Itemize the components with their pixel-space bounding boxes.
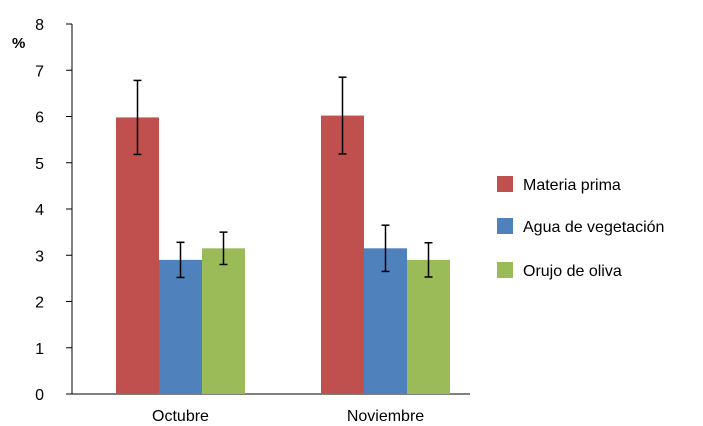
y-tick-label: 5 bbox=[35, 156, 44, 173]
category-label: Octubre bbox=[152, 408, 209, 425]
y-tick-label: 6 bbox=[35, 110, 44, 127]
y-tick-label: 8 bbox=[35, 17, 44, 34]
y-tick-label: 3 bbox=[35, 248, 44, 265]
legend-entry: Materia prima bbox=[523, 177, 621, 194]
legend-swatch bbox=[497, 176, 513, 192]
bar bbox=[364, 248, 407, 394]
y-tick-label: 1 bbox=[35, 341, 44, 358]
category-label: Noviembre bbox=[347, 408, 424, 425]
y-tick-label: 2 bbox=[35, 295, 44, 312]
y-ticks: 0 1 2 3 4 5 6 7 8 bbox=[35, 17, 72, 404]
bar bbox=[321, 115, 364, 394]
bar-series bbox=[116, 76, 450, 395]
y-tick-label: 4 bbox=[35, 202, 44, 219]
legend-entry: Orujo de oliva bbox=[523, 263, 622, 280]
bar bbox=[116, 117, 159, 395]
category-labels: Octubre Noviembre bbox=[152, 408, 424, 425]
bar bbox=[159, 259, 202, 394]
legend-swatch bbox=[497, 262, 513, 278]
bar bbox=[202, 248, 245, 394]
y-tick-label: 7 bbox=[35, 63, 44, 80]
y-tick-label: 0 bbox=[35, 387, 44, 404]
legend-swatch bbox=[497, 218, 513, 234]
legend: Materia prima Agua de vegetación Orujo de … bbox=[497, 176, 664, 280]
bar bbox=[407, 259, 450, 394]
y-axis-unit-label: % bbox=[12, 35, 25, 52]
legend-entry: Agua de vegetación bbox=[523, 219, 664, 236]
